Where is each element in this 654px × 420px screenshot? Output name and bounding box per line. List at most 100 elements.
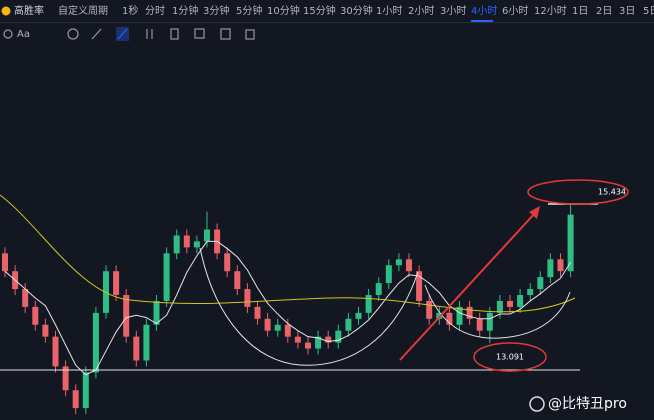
period-button[interactable]: 2日 (596, 6, 612, 17)
candle-body (476, 318, 483, 331)
brand-logo (1, 6, 11, 16)
candle-body (294, 336, 301, 343)
candle-body (183, 235, 190, 248)
period-button[interactable]: 3分钟 (203, 4, 229, 17)
period-button[interactable]: 5分钟 (236, 4, 262, 17)
candle-body (32, 306, 39, 325)
period-button[interactable]: 3日 (619, 6, 635, 17)
candle-body (315, 336, 322, 349)
candle-body (456, 306, 463, 325)
candle-body (2, 253, 8, 272)
candle-body (62, 366, 69, 391)
trend-arrow (399, 211, 537, 361)
period-bar: 自定义周期 1秒 分时 1分钟 3分钟 5分钟 10分钟 15分钟 30分钟 1小时 2小时 3小时 4… (58, 4, 654, 22)
copy-tool[interactable] (194, 28, 205, 39)
period-button[interactable]: 12小时 (534, 5, 567, 17)
brand: 高胜率 (14, 4, 44, 17)
candle-body (426, 300, 433, 319)
candle-body (92, 312, 99, 373)
candle-body (224, 253, 231, 272)
candle-body (395, 259, 402, 266)
plot (2, 203, 574, 415)
delete-tool[interactable] (245, 29, 255, 40)
candle-body (163, 253, 170, 301)
drawing-tools (3, 27, 255, 41)
cup-curve (199, 247, 419, 366)
period-button[interactable]: 1分钟 (172, 4, 198, 17)
candle-body (143, 324, 150, 361)
candle-body (113, 271, 120, 295)
period-button[interactable]: 2小时 (408, 5, 434, 17)
candle-body (567, 214, 574, 272)
candle-body (527, 289, 534, 295)
candle-body (82, 372, 89, 409)
candle-body (335, 330, 342, 343)
period-button[interactable]: 1秒 (122, 4, 138, 17)
candle-body (355, 312, 362, 319)
candle-body (52, 336, 59, 367)
candle-body (385, 265, 392, 284)
candle-body (234, 271, 241, 290)
period-button[interactable]: 10分钟 (267, 4, 300, 17)
indicator-tool[interactable] (146, 29, 153, 39)
candle-body (416, 271, 423, 301)
candle-body (557, 259, 564, 272)
period-button[interactable]: 1日 (572, 6, 588, 17)
candle-body (274, 324, 281, 331)
period-button[interactable]: 分时 (145, 5, 165, 17)
candle-body (365, 295, 372, 313)
period-button[interactable]: 3小时 (440, 5, 466, 17)
highlight-ellipse (473, 342, 547, 372)
period-button[interactable]: 自定义周期 (58, 4, 108, 17)
candle-body (406, 259, 412, 272)
hide-tool[interactable] (220, 28, 231, 40)
low-label: 13.091 (496, 353, 524, 362)
candle-body (193, 241, 200, 248)
period-button[interactable]: 30分钟 (340, 4, 373, 17)
cup-curve (424, 284, 571, 339)
period-button[interactable]: 5日 (643, 6, 654, 17)
arrow-head (529, 206, 540, 219)
period-button[interactable]: 1小时 (376, 5, 402, 17)
highlight-ellipse (527, 179, 629, 205)
moving-average (4, 240, 572, 376)
weibo-logo (529, 396, 545, 412)
candle-body (547, 259, 554, 278)
candle-body (244, 289, 251, 307)
candle-body (204, 229, 210, 242)
candle-body (284, 324, 291, 337)
candle-body (305, 342, 311, 349)
candle-body (42, 324, 49, 337)
candle-body (264, 318, 271, 331)
candle-body (72, 390, 79, 409)
candle-body (446, 312, 453, 325)
period-button[interactable]: 15分钟 (303, 4, 336, 17)
lock-tool[interactable] (170, 28, 179, 40)
slow-moving-average (0, 194, 576, 313)
candle-body (537, 277, 544, 290)
candle-body (173, 235, 180, 254)
candle-body (375, 283, 382, 295)
candle-body (254, 306, 261, 319)
candle-body (345, 318, 352, 331)
candle-body (123, 295, 130, 337)
crosshair-tool[interactable] (3, 29, 13, 39)
candle-body (496, 300, 503, 313)
watermark: @比特丑pro (548, 396, 627, 412)
period-button[interactable]: 6小时 (502, 5, 528, 17)
candle-body (22, 289, 29, 307)
candle-body (507, 300, 513, 307)
line-tool[interactable] (117, 28, 128, 40)
magnet-tool[interactable] (67, 28, 79, 40)
candle-body (486, 312, 493, 331)
candle-body (517, 295, 524, 307)
candle-body (133, 336, 140, 361)
candle-body (153, 300, 160, 325)
high-label: 15.434 (598, 188, 626, 197)
candle-body (466, 306, 473, 319)
text-tool[interactable]: Aa (17, 29, 30, 40)
pen-tool[interactable] (91, 28, 102, 40)
period-button[interactable]: 4小时 (471, 5, 497, 17)
